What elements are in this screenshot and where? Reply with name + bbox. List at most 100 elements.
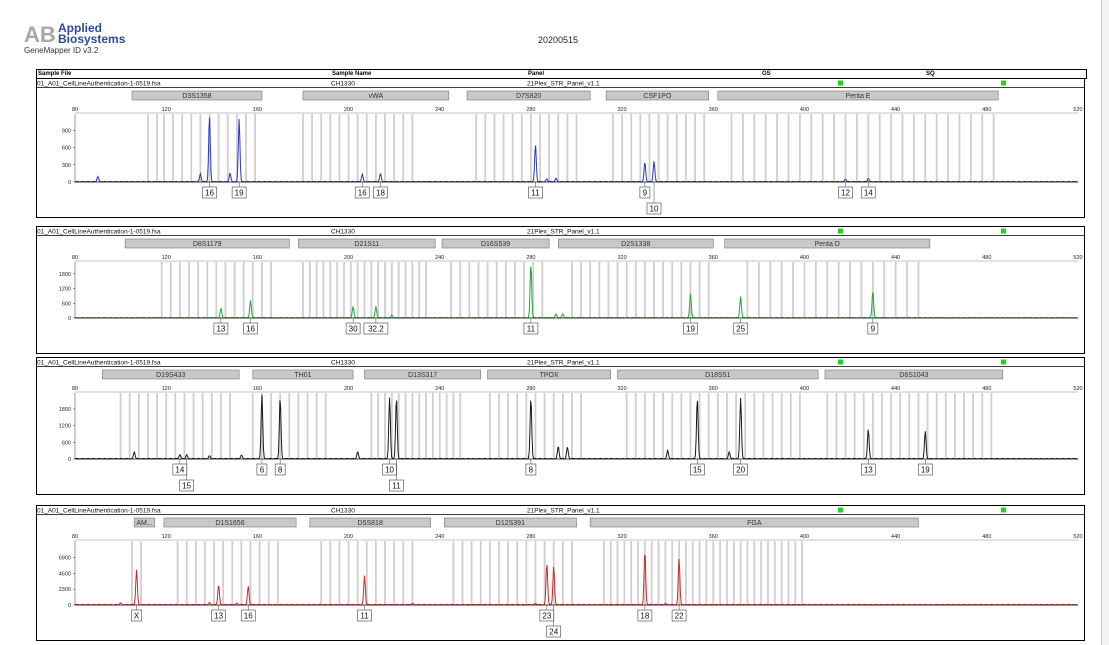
x-tick-label: 240 (435, 386, 444, 392)
marker-d19s433[interactable]: D19S433 (102, 369, 240, 380)
allele-bin (197, 262, 199, 318)
marker-d12s391[interactable]: D12S391 (443, 517, 577, 528)
panel-info-row: 01_A01_CellLineAuthentication-1-0519.fsa… (36, 507, 1084, 515)
marker-d6s1043[interactable]: D6S1043 (824, 369, 1004, 380)
allele-call[interactable]: 30 (345, 318, 361, 335)
x-tick-label: 440 (891, 107, 900, 113)
allele-call[interactable]: 13 (860, 459, 876, 476)
x-tick-label: 280 (526, 107, 535, 113)
col-sample-file: Sample File (38, 71, 72, 77)
marker-label: D21S11 (354, 241, 379, 248)
allele-call[interactable]: 8 (525, 459, 537, 476)
x-tick-label: 280 (526, 255, 535, 261)
allele-bin (760, 541, 763, 605)
allele-bin (188, 262, 190, 318)
allele-call[interactable]: 11 (523, 318, 539, 335)
allele-bin (147, 114, 149, 182)
allele-call[interactable]: 32.2 (363, 318, 389, 335)
allele-bin (479, 541, 482, 605)
marker-d13s317[interactable]: D13S317 (364, 369, 482, 380)
allele-label: 14 (175, 466, 184, 475)
allele-call[interactable]: 18 (637, 605, 653, 622)
allele-bin (119, 393, 122, 459)
panel-info-row: 01_A01_CellLineAuthentication-1-0519.fsa… (36, 80, 1084, 88)
allele-call[interactable]: 24 (546, 605, 562, 638)
marker-d3s1358[interactable]: D3S1358 (131, 90, 263, 101)
allele-call[interactable]: 10 (646, 182, 662, 215)
marker-penta-d[interactable]: Penta D (724, 238, 931, 249)
allele-bin (539, 114, 541, 182)
x-tick-label: 480 (982, 386, 991, 392)
x-tick-label: 80 (72, 534, 78, 540)
allele-call[interactable]: 13 (213, 318, 229, 335)
sample-file-value: 01_A01_CellLineAuthentication-1-0519.fsa (37, 81, 161, 88)
marker-d16s539[interactable]: D16S539 (441, 238, 550, 249)
allele-call[interactable]: 22 (671, 605, 687, 622)
allele-bin (630, 114, 633, 182)
marker-d21s11[interactable]: D21S11 (298, 238, 436, 249)
marker-d7s820[interactable]: D7S820 (466, 90, 591, 101)
marker-vwa[interactable]: vWA (302, 90, 450, 101)
allele-call[interactable]: 6 (256, 459, 268, 476)
allele-bin (691, 541, 694, 605)
allele-call[interactable]: 11 (389, 459, 404, 492)
allele-call[interactable]: 16 (243, 318, 258, 335)
allele-call[interactable]: 15 (179, 459, 194, 492)
marker-fga[interactable]: FGA (589, 517, 919, 528)
allele-call[interactable]: 10 (382, 459, 397, 476)
marker-tpox[interactable]: TPOX (487, 369, 611, 380)
os-quality-flag (838, 228, 843, 234)
allele-bin (504, 262, 507, 318)
allele-call[interactable]: 16 (354, 182, 370, 199)
marker-th01[interactable]: TH01 (252, 369, 354, 380)
marker-d8s1179[interactable]: D8S1179 (124, 238, 290, 249)
allele-call[interactable]: 12 (838, 182, 853, 199)
allele-call[interactable]: X (131, 605, 142, 622)
marker-d1s1656[interactable]: D1S1656 (163, 517, 297, 528)
allele-call[interactable]: 14 (172, 459, 188, 476)
allele-call[interactable]: 16 (240, 605, 256, 622)
marker-label: Penta E (846, 93, 871, 100)
right-scroll-edge[interactable] (1101, 0, 1109, 645)
allele-call[interactable]: 13 (211, 605, 226, 622)
allele-bin (881, 393, 883, 459)
marker-csf1po[interactable]: CSF1PO (605, 90, 710, 101)
allele-bin (643, 541, 646, 605)
allele-bin (306, 393, 309, 459)
allele-call[interactable]: 19 (683, 318, 698, 335)
marker-d5s818[interactable]: D5S818 (309, 517, 431, 528)
allele-call[interactable]: 9 (867, 318, 879, 335)
allele-call[interactable]: 19 (917, 459, 933, 476)
allele-bin (801, 541, 804, 605)
allele-call[interactable]: 15 (690, 459, 705, 476)
allele-call[interactable]: 25 (733, 318, 748, 335)
allele-call[interactable]: 11 (357, 605, 372, 622)
allele-call[interactable]: 11 (528, 182, 543, 199)
marker-am-[interactable]: AM... (133, 517, 156, 528)
allele-bin (917, 393, 920, 459)
allele-bin (548, 114, 551, 182)
marker-d18s51[interactable]: D18S51 (617, 369, 819, 380)
allele-bin (302, 262, 304, 318)
y-tick-label: 1800 (59, 272, 71, 278)
allele-bin (792, 262, 794, 318)
marker-penta-e[interactable]: Penta E (717, 90, 999, 101)
marker-d2s1338[interactable]: D2S1338 (557, 238, 714, 249)
allele-bin (963, 393, 965, 459)
allele-call[interactable]: 9 (639, 182, 651, 199)
y-tick-label: 0 (68, 457, 71, 463)
allele-call[interactable]: 14 (860, 182, 876, 199)
allele-bin (267, 541, 270, 605)
allele-label: 9 (871, 325, 876, 334)
allele-call[interactable]: 18 (373, 182, 388, 199)
marker-label: CSF1PO (643, 93, 672, 100)
allele-call[interactable]: 23 (539, 605, 555, 622)
allele-bin (844, 114, 847, 182)
allele-call[interactable]: 8 (274, 459, 286, 476)
allele-bin (530, 114, 532, 182)
allele-bin (418, 393, 421, 459)
allele-call[interactable]: 19 (231, 182, 247, 199)
allele-call[interactable]: 16 (202, 182, 217, 199)
allele-bin (598, 262, 601, 318)
allele-call[interactable]: 20 (733, 459, 748, 476)
